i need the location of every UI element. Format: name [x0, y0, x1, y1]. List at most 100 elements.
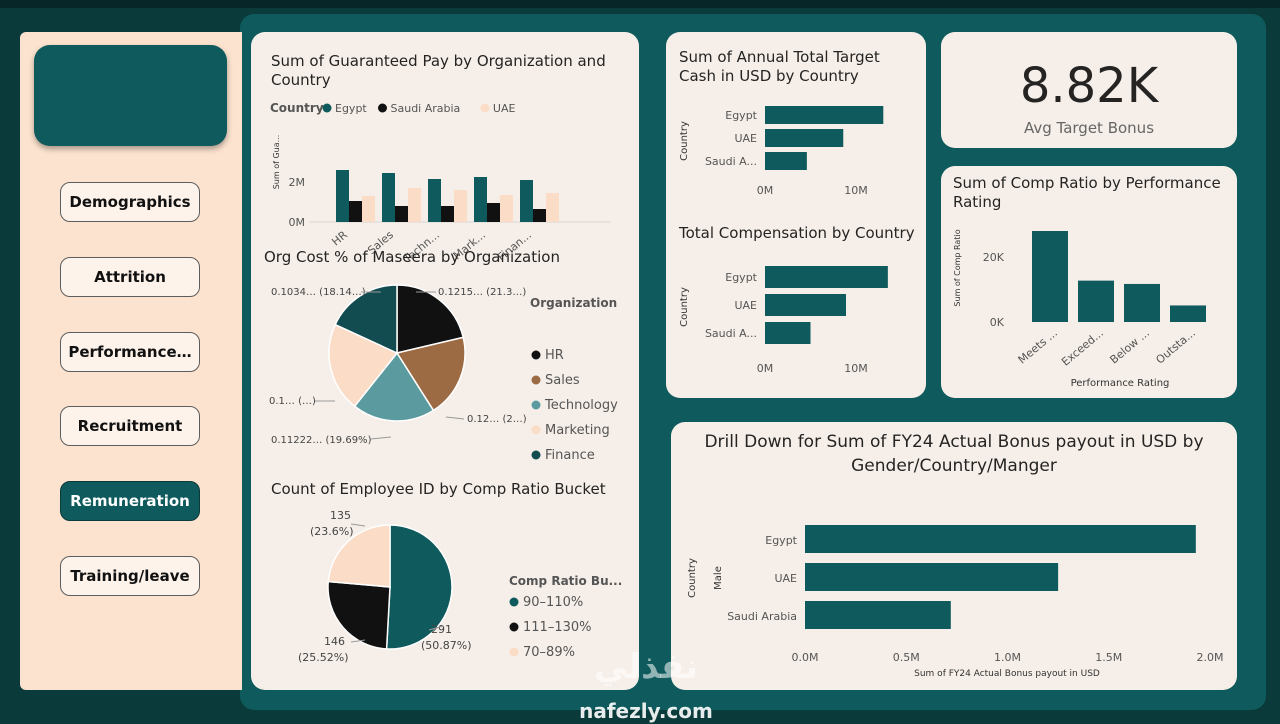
- org-cost-title: Org Cost % of Maseera by Organization: [264, 248, 560, 266]
- drill-down-x-label: Sum of FY24 Actual Bonus payout in USD: [914, 669, 1100, 679]
- drill-down-bar-chart[interactable]: Country Male Egypt UAE Saudi Arabia 0.0M 0.…: [671, 490, 1237, 690]
- org-cost-pie-chart[interactable]: 0.1034… (18.14…) 0.1215… (21.3…) 0.12… (…: [251, 272, 639, 472]
- drill-down-y-label-outer: Country: [687, 558, 698, 598]
- bar-techn-uae[interactable]: [454, 190, 467, 222]
- guaranteed-pay-y-label: Sum of Gua...: [272, 135, 281, 190]
- annual-tc-y-tick-saudi-a: Saudi A...: [705, 155, 757, 168]
- comp-bucket-label-70-89-value: 135: [330, 509, 351, 522]
- total-comp-y-tick-saudi-a: Saudi A...: [705, 327, 757, 340]
- drill-down-bar-uae[interactable]: [805, 563, 1059, 591]
- org-cost-legend-marker-hr: [531, 350, 541, 360]
- comp-ratio-perf-title-line2: Rating: [953, 193, 1002, 211]
- comp-bucket-title: Count of Employee ID by Comp Ratio Bucke…: [271, 480, 606, 498]
- bar-finan-saudi-arabia[interactable]: [533, 209, 546, 222]
- org-cost-slice-marketing[interactable]: [328, 323, 399, 408]
- kpi-value: 8.82K: [1019, 58, 1159, 114]
- org-cost-label-marketing: 0.1… (…): [269, 396, 316, 407]
- watermark-latin: nafezly.com: [579, 699, 713, 723]
- nav-remuneration-button[interactable]: Remuneration: [60, 481, 200, 521]
- country-charts-card: Sum of Annual Total Target Cash in USD b…: [666, 32, 926, 398]
- x-tick-hr: HR: [329, 228, 350, 248]
- drill-down-bar-egypt[interactable]: [805, 525, 1196, 553]
- nav-performance-button[interactable]: Performance…: [60, 332, 200, 372]
- legend-label-egypt: Egypt: [335, 102, 367, 115]
- nav-attrition-button[interactable]: Attrition: [60, 257, 200, 297]
- comp-ratio-perf-bar-exceed[interactable]: [1078, 280, 1114, 322]
- org-cost-slice-hr[interactable]: [396, 284, 465, 354]
- guaranteed-pay-title-line1: Sum of Guaranteed Pay by Organization an…: [271, 52, 606, 70]
- drill-down-y-tick-saudi-arabia: Saudi Arabia: [727, 610, 797, 623]
- org-cost-slice-sales[interactable]: [395, 336, 466, 412]
- drill-down-y-label-inner: Male: [713, 566, 724, 590]
- bar-hr-uae[interactable]: [362, 196, 375, 222]
- bar-mark-uae[interactable]: [500, 195, 513, 222]
- total-comp-bar-chart[interactable]: Country Egypt UAE Saudi A... 0M 10M: [666, 262, 926, 392]
- comp-bucket-legend-marker-111-130: [509, 622, 519, 632]
- annual-tc-bar-chart[interactable]: Country Egypt UAE Saudi A... 0M 10M: [666, 96, 926, 206]
- comp-bucket-pie-chart[interactable]: 291 (50.87%) 146 (25.52%) 135 (23.6%) Co…: [251, 502, 639, 682]
- comp-bucket-legend-marker-90-110: [509, 597, 519, 607]
- legend-marker-uae: [480, 103, 490, 113]
- org-cost-slice-technology[interactable]: [353, 351, 435, 422]
- bar-sales-uae[interactable]: [408, 188, 421, 222]
- org-cost-slice-finance[interactable]: [334, 284, 398, 355]
- kpi-label: Avg Target Bonus: [1023, 119, 1155, 137]
- annual-tc-x-tick-0: 0M: [757, 184, 774, 197]
- org-cost-legend-label-hr: HR: [545, 348, 564, 363]
- annual-tc-y-tick-uae: UAE: [734, 132, 757, 145]
- nav-recruitment-button[interactable]: Recruitment: [60, 406, 200, 446]
- drill-down-bar-saudi-arabia[interactable]: [805, 601, 951, 629]
- comp-bucket-slice-70-89[interactable]: [327, 524, 391, 588]
- nav-demographics-button[interactable]: Demographics: [60, 182, 200, 222]
- annual-tc-bar-uae[interactable]: [765, 129, 844, 147]
- org-cost-legend-marker-marketing: [531, 425, 541, 435]
- comp-ratio-perf-bar-chart[interactable]: Sum of Comp Ratio 20K 0K Meets ... Exceed…: [941, 218, 1237, 398]
- nafezly-watermark: نفذلي nafezly.com: [579, 647, 713, 723]
- comp-ratio-perf-y-label: Sum of Comp Ratio: [953, 229, 962, 306]
- drill-down-y-tick-egypt: Egypt: [765, 534, 797, 547]
- nav-training-leave-button[interactable]: Training/leave: [60, 556, 200, 596]
- total-comp-bar-egypt[interactable]: [765, 266, 888, 288]
- comp-ratio-perf-x-tick-exceed: Exceed...: [1059, 326, 1106, 368]
- guaranteed-pay-title-line2: Country: [271, 71, 331, 89]
- comp-ratio-perf-y-tick-0k: 0K: [990, 316, 1005, 329]
- comp-bucket-label-90-110-value: 291: [431, 623, 452, 636]
- drill-down-x-tick-0-0m: 0.0M: [792, 651, 819, 664]
- bar-mark-egypt[interactable]: [474, 177, 487, 222]
- comp-ratio-perf-bar-outsta[interactable]: [1170, 305, 1206, 322]
- org-cost-legend-label-technology: Technology: [544, 398, 618, 413]
- comp-bucket-leader-90-110: [428, 625, 444, 631]
- guaranteed-pay-chart[interactable]: Country Egypt Saudi Arabia UAE Sum of Gua.…: [251, 92, 639, 292]
- total-comp-y-tick-uae: UAE: [734, 299, 757, 312]
- bar-sales-egypt[interactable]: [382, 173, 395, 222]
- total-comp-y-label: Country: [679, 287, 690, 327]
- annual-tc-bar-egypt[interactable]: [765, 106, 884, 124]
- bar-finan-egypt[interactable]: [520, 180, 533, 222]
- org-cost-leader-sales: [445, 416, 465, 420]
- comp-bucket-legend: 90–110% 111–130% 70–89%: [509, 595, 591, 660]
- bar-mark-saudi-arabia[interactable]: [487, 203, 500, 222]
- bar-hr-saudi-arabia[interactable]: [349, 201, 362, 222]
- bar-sales-saudi-arabia[interactable]: [395, 206, 408, 222]
- org-cost-legend-label-finance: Finance: [545, 448, 595, 463]
- comp-ratio-perf-bar-below[interactable]: [1124, 283, 1160, 322]
- org-cost-legend: HR Sales Technology Marketing Finance: [531, 348, 618, 463]
- total-comp-bar-saudi-a[interactable]: [765, 322, 811, 344]
- org-cost-legend-label-marketing: Marketing: [545, 423, 610, 438]
- comp-bucket-label-111-130-pct: (25.52%): [298, 651, 349, 664]
- comp-bucket-legend-label-111-130: 111–130%: [523, 620, 591, 635]
- annual-tc-bar-saudi-a[interactable]: [765, 152, 807, 170]
- drill-down-x-tick-2-0m: 2.0M: [1197, 651, 1224, 664]
- total-comp-bar-uae[interactable]: [765, 294, 846, 316]
- bar-techn-egypt[interactable]: [428, 179, 441, 222]
- comp-ratio-perf-card: Sum of Comp Ratio by Performance Rating …: [941, 166, 1237, 398]
- comp-bucket-label-90-110-pct: (50.87%): [421, 639, 472, 652]
- comp-ratio-perf-bar-meets[interactable]: [1032, 231, 1068, 322]
- annual-tc-title-line2: Cash in USD by Country: [679, 67, 859, 85]
- comp-bucket-slice-111-130[interactable]: [327, 580, 391, 650]
- bar-hr-egypt[interactable]: [336, 170, 349, 222]
- org-cost-label-sales: 0.12… (2…): [467, 414, 527, 425]
- comp-bucket-slice-90-110[interactable]: [385, 524, 453, 650]
- bar-finan-uae[interactable]: [546, 193, 559, 222]
- bar-techn-saudi-arabia[interactable]: [441, 206, 454, 222]
